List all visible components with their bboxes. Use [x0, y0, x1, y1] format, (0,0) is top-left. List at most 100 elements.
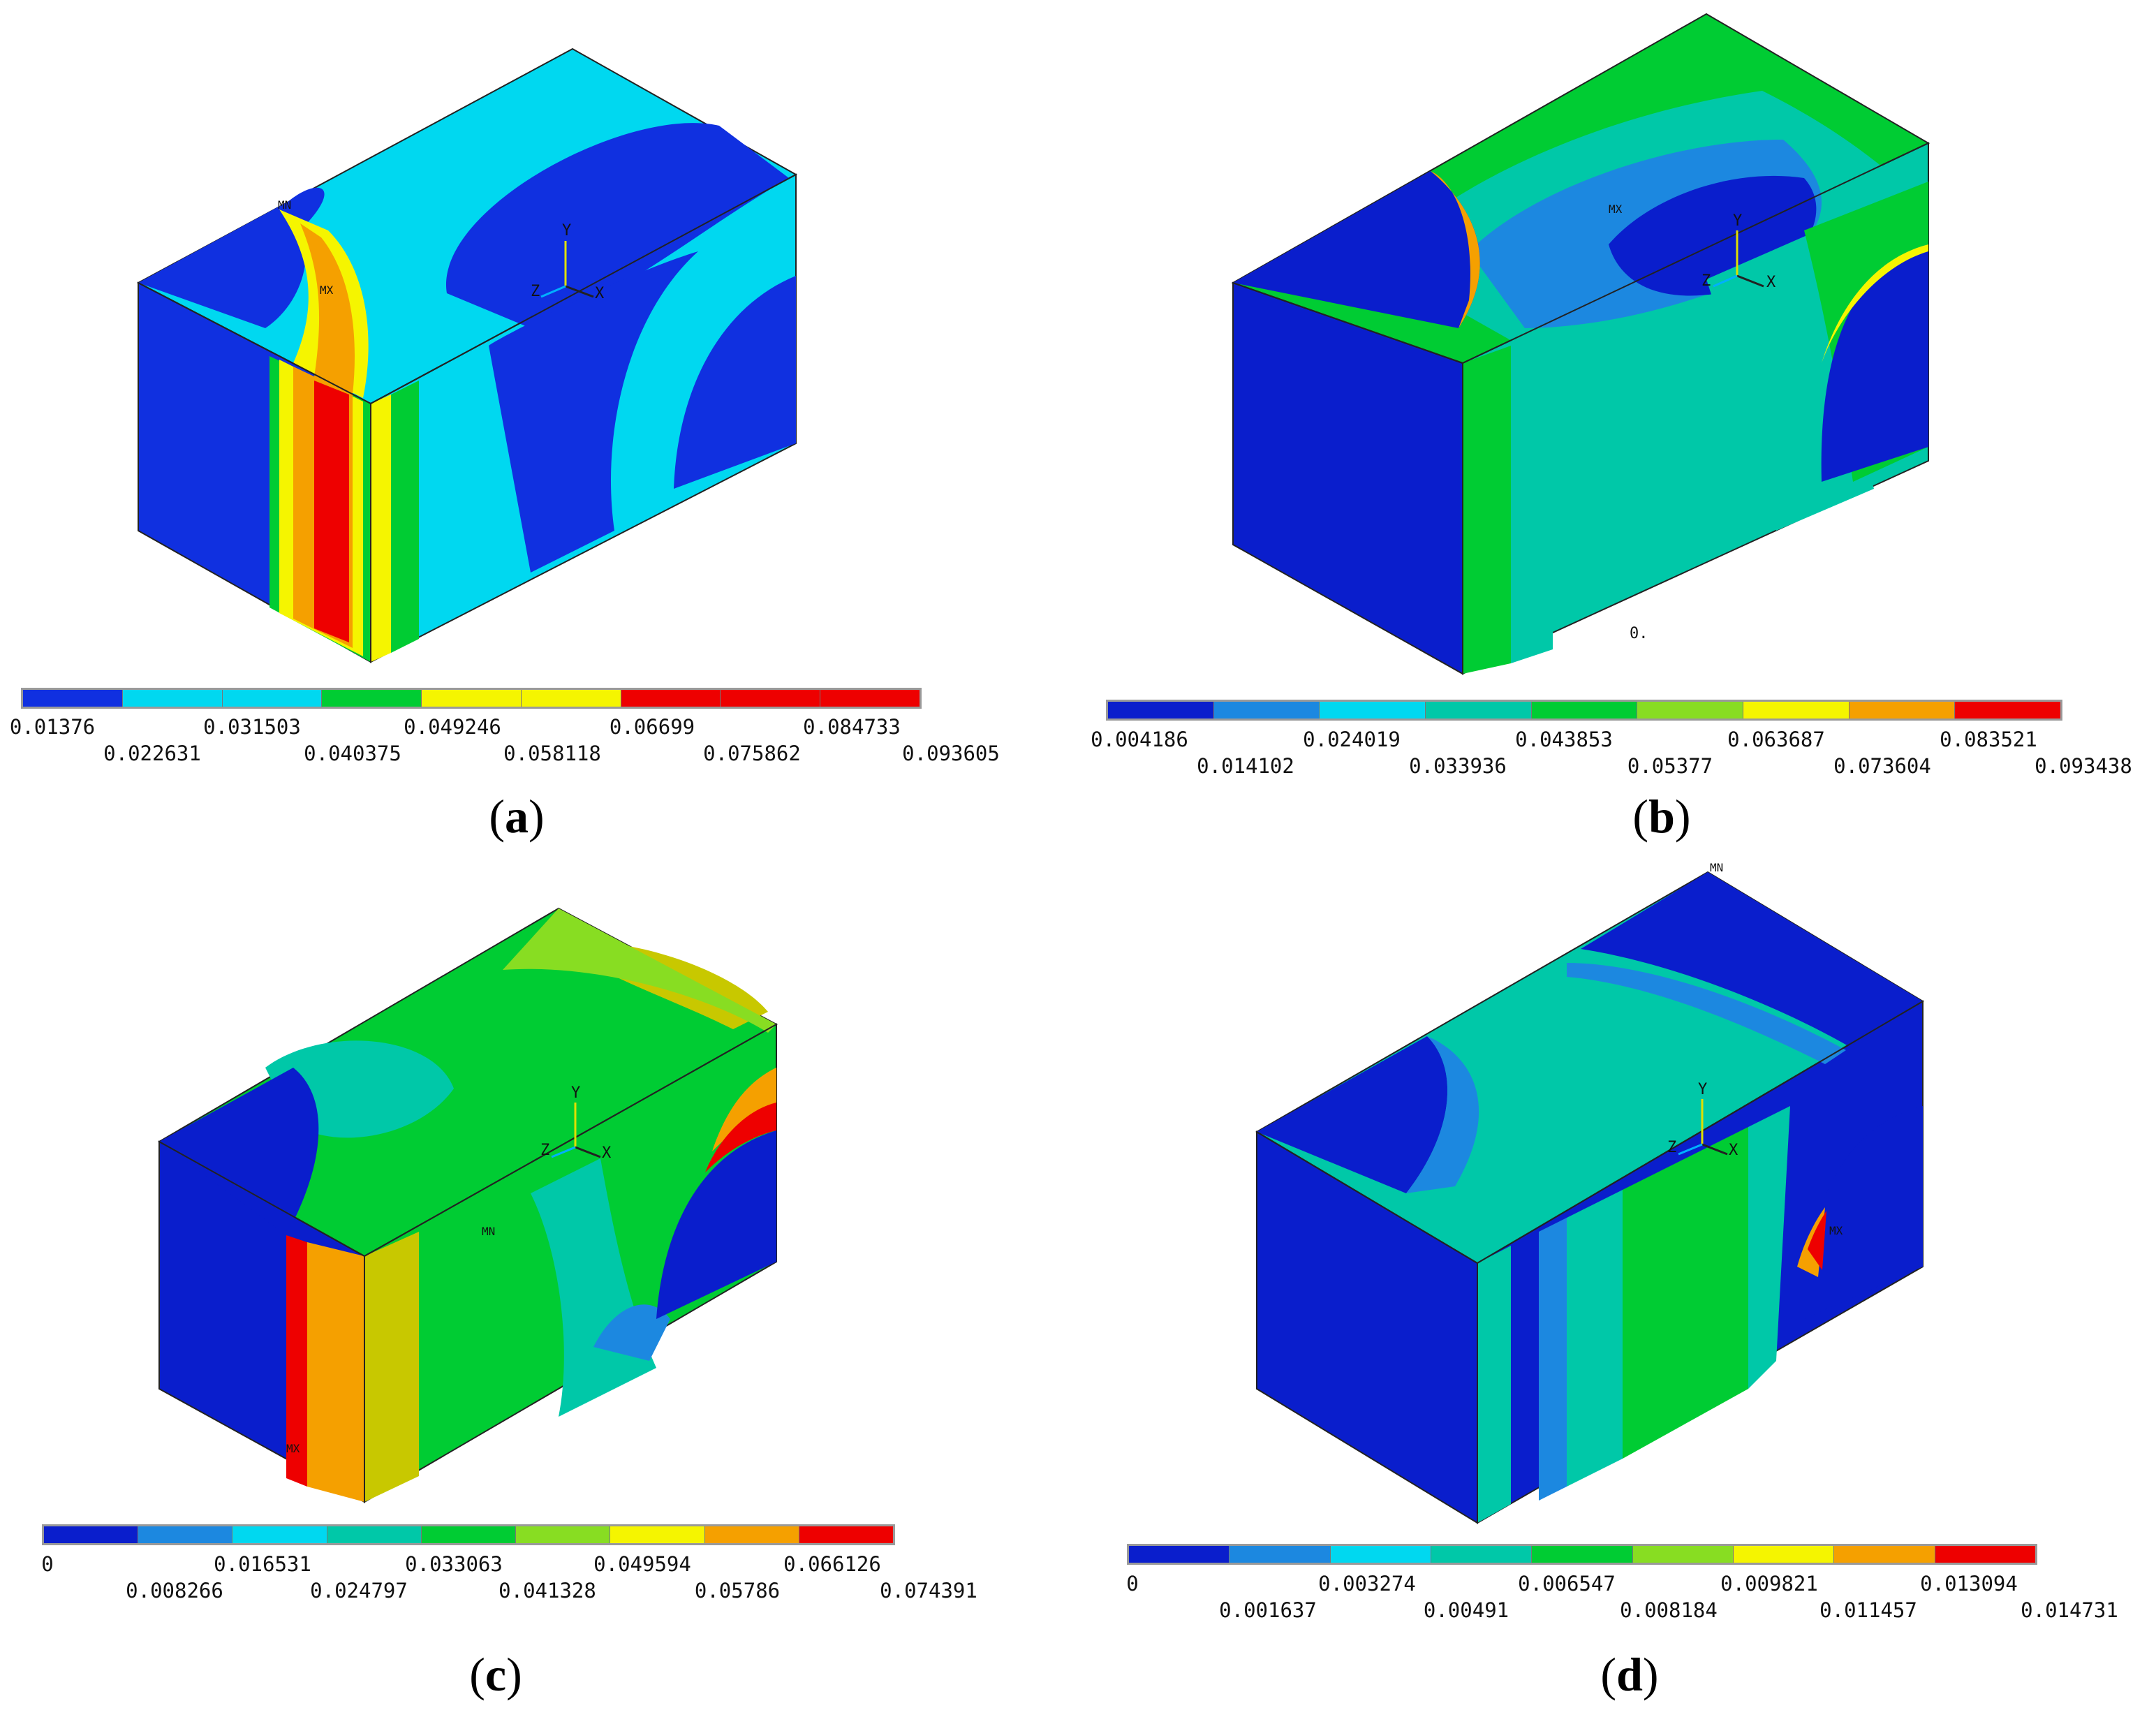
legend-tick: 0.009821 [1720, 1572, 1818, 1596]
axis-x-label: X [1729, 1142, 1738, 1159]
legend-tick: 0.001637 [1219, 1598, 1317, 1622]
fem-model-c [157, 907, 778, 1503]
colorbar-b [1106, 700, 2062, 721]
max-marker: MX [1829, 1224, 1843, 1237]
colorbar-d [1127, 1544, 2037, 1565]
colorbar-swatch [621, 690, 721, 707]
axis-z-label: Z [1701, 272, 1711, 290]
colorbar-swatch [222, 690, 323, 707]
colorbar-swatch [422, 690, 522, 707]
colorbar-swatch [1426, 702, 1532, 719]
colorbar-swatch [799, 1526, 893, 1543]
legend-tick: 0.049246 [404, 715, 501, 739]
legend-tick: 0.022631 [103, 742, 201, 765]
legend-tick: 0.006547 [1518, 1572, 1616, 1596]
axis-z-label: Z [531, 283, 540, 300]
legend-tick: 0.033936 [1409, 754, 1507, 778]
axis-y-label: Y [562, 222, 572, 240]
legend-tick: 0.040375 [304, 742, 401, 765]
axis-x-label: X [1766, 274, 1776, 291]
legend-tick: 0.008266 [126, 1579, 223, 1602]
panel-label-a: (a) [489, 790, 545, 843]
legend-tick: 0.031503 [203, 715, 301, 739]
colorbar-swatch [327, 1526, 422, 1543]
floating-text: 0. [1630, 625, 1648, 642]
colorbar-swatch [1320, 702, 1426, 719]
colorbar-swatch [23, 690, 123, 707]
legend-tick: 0.014731 [2021, 1598, 2118, 1622]
colorbar-swatch [704, 1526, 799, 1543]
legend-tick: 0.014102 [1197, 754, 1294, 778]
colorbar-swatch [122, 690, 223, 707]
legend-tick: 0.093605 [902, 742, 1000, 765]
legend-tick: 0.058118 [503, 742, 601, 765]
colorbar-swatch [1935, 1546, 2035, 1563]
colorbar-swatch [1531, 702, 1638, 719]
colorbar-swatch [421, 1526, 517, 1543]
legend-tick: 0 [1126, 1572, 1139, 1596]
legend-tick: 0.041328 [499, 1579, 596, 1602]
axis-y-label: Y [1698, 1081, 1708, 1098]
max-marker: MX [286, 1442, 300, 1455]
panel-b: Y X Z MX 0. 0.004186 0.014102 0.024019 0… [1078, 0, 2156, 858]
legend-tick: 0.016531 [214, 1552, 311, 1576]
fem-model-a [136, 47, 798, 663]
colorbar-swatch [1330, 1546, 1431, 1563]
legend-tick: 0.024019 [1303, 728, 1401, 751]
colorbar-swatch [820, 690, 920, 707]
colorbar-swatch [1431, 1546, 1533, 1563]
legend-tick: 0.093438 [2035, 754, 2132, 778]
axis-y-label: Y [571, 1084, 581, 1102]
panel-a: Y X Z MN MX 0.01376 0.022631 0.031503 0.… [0, 0, 1078, 858]
legend-tick: 0.01376 [9, 715, 96, 739]
legend-tick: 0.008184 [1620, 1598, 1718, 1622]
legend-tick: 0.05377 [1627, 754, 1713, 778]
colorbar-a [21, 688, 922, 709]
legend-tick: 0.003274 [1318, 1572, 1416, 1596]
min-marker: MN [482, 1225, 496, 1238]
colorbar-swatch [721, 690, 821, 707]
axis-y-label: Y [1733, 212, 1743, 230]
panel-label-b: (b) [1632, 790, 1691, 843]
legend-tick: 0 [41, 1552, 54, 1576]
colorbar-swatch [1213, 702, 1320, 719]
legend-tick: 0.084733 [803, 715, 901, 739]
legend-tick: 0.066126 [783, 1552, 881, 1576]
axis-z-label: Z [540, 1142, 550, 1159]
colorbar-swatch [1108, 702, 1214, 719]
legend-tick: 0.004186 [1091, 728, 1188, 751]
legend-ticks-d: 0 0.001637 0.003274 0.00491 0.006547 0.0… [1078, 1570, 2156, 1626]
legend-tick: 0.033063 [405, 1552, 503, 1576]
colorbar-swatch [1955, 702, 2061, 719]
min-marker: MN [1710, 861, 1724, 874]
colorbar-swatch [138, 1526, 233, 1543]
colorbar-swatch [1632, 1546, 1734, 1563]
min-marker: MN [278, 198, 292, 212]
colorbar-swatch [1743, 702, 1849, 719]
axis-z-label: Z [1667, 1139, 1677, 1156]
panel-d: Y X Z MN MX 0 0.001637 0.003274 0.00491 … [1078, 858, 2156, 1716]
colorbar-swatch [610, 1526, 705, 1543]
legend-tick: 0.063687 [1727, 728, 1825, 751]
colorbar-swatch [1532, 1546, 1633, 1563]
colorbar-swatch [1733, 1546, 1835, 1563]
legend-ticks-b: 0.004186 0.014102 0.024019 0.033936 0.04… [1078, 726, 2156, 782]
legend-ticks-c: 0 0.008266 0.016531 0.024797 0.033063 0.… [0, 1551, 1078, 1607]
colorbar-swatch [1129, 1546, 1230, 1563]
legend-tick: 0.043853 [1515, 728, 1613, 751]
legend-tick: 0.00491 [1423, 1598, 1509, 1622]
panel-c: Y X Z MN MX 0 0.008266 0.016531 0.024797… [0, 858, 1078, 1716]
max-marker: MX [320, 283, 334, 297]
legend-tick: 0.074391 [880, 1579, 977, 1602]
colorbar-swatch [232, 1526, 327, 1543]
legend-ticks-a: 0.01376 0.022631 0.031503 0.040375 0.049… [0, 714, 1078, 769]
legend-tick: 0.06699 [609, 715, 695, 739]
max-marker: MX [1609, 202, 1623, 216]
colorbar-swatch [521, 690, 621, 707]
legend-tick: 0.011457 [1819, 1598, 1917, 1622]
axis-x-label: X [595, 285, 605, 302]
colorbar-swatch [1834, 1546, 1935, 1563]
legend-tick: 0.024797 [310, 1579, 408, 1602]
colorbar-swatch [322, 690, 422, 707]
fem-model-b [1231, 13, 1930, 675]
